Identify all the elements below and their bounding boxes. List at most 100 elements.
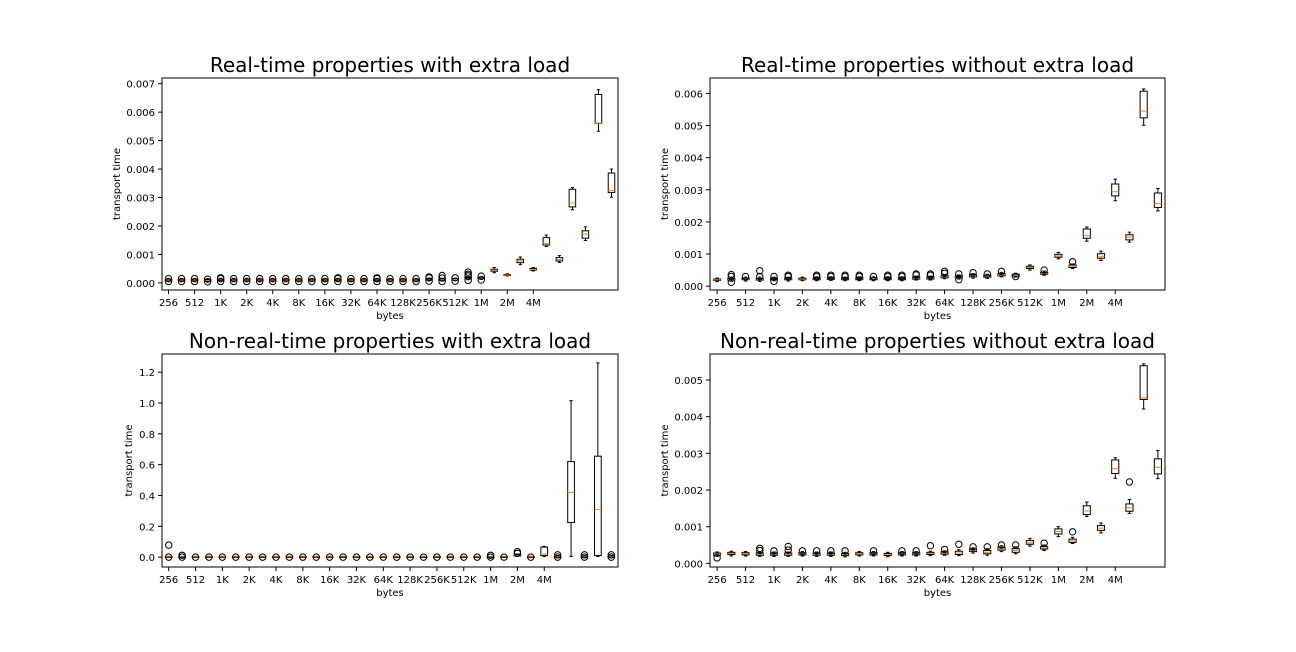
y-tick-label: 0.000 <box>126 279 155 290</box>
box-outlier <box>205 553 213 561</box>
box-item <box>295 274 303 286</box>
box-outlier <box>272 553 280 561</box>
box-outlier <box>784 271 792 279</box>
y-tick-label: 0.002 <box>674 218 703 229</box>
y-axis-label: transport time <box>112 148 123 220</box>
x-tick-label: 64K <box>374 575 394 586</box>
x-tick-label: 2K <box>796 298 809 309</box>
box-outlier <box>412 274 420 283</box>
box-outlier <box>269 274 277 283</box>
box-outlier <box>464 268 472 276</box>
box-item <box>459 553 468 561</box>
box-item <box>869 272 878 282</box>
box-outlier <box>841 271 849 279</box>
box-outlier <box>553 551 562 559</box>
y-tick-label: 0.004 <box>126 165 155 176</box>
box-item <box>1025 537 1034 547</box>
box-item <box>1111 178 1120 202</box>
box-item <box>321 274 329 286</box>
box-item <box>968 543 978 554</box>
box-outlier <box>912 547 920 555</box>
box-outlier <box>366 553 374 561</box>
box-outlier <box>464 270 472 279</box>
box-item <box>339 553 347 561</box>
box-item <box>997 541 1006 553</box>
x-axis-label: bytes <box>376 588 404 599</box>
y-tick-label: 0.004 <box>674 413 703 424</box>
box-item <box>352 553 361 561</box>
box-item <box>203 275 212 286</box>
box-item <box>298 553 307 561</box>
x-tick-label: 1M <box>474 298 489 309</box>
y-tick-label: 1.0 <box>139 399 155 410</box>
x-tick-label: 2M <box>1079 298 1094 309</box>
box-outlier <box>229 277 238 286</box>
x-tick-label: 512K <box>442 298 468 309</box>
x-tick-label: 64K <box>935 298 955 309</box>
x-tick-label: 2M <box>510 575 525 586</box>
box-item <box>784 271 793 282</box>
x-tick-label: 4K <box>266 298 279 309</box>
box-outlier <box>869 547 878 555</box>
subplot-title: Non-real-time properties with extra load <box>189 329 591 353</box>
x-tick-label: 16K <box>878 298 898 309</box>
box-outlier <box>727 270 736 279</box>
box-outlier <box>756 544 764 553</box>
subplot-title: Real-time properties without extra load <box>741 53 1134 77</box>
box-outlier <box>190 277 199 286</box>
box-outlier <box>756 267 764 275</box>
box-outlier <box>373 277 381 286</box>
box-outlier <box>325 553 334 561</box>
box-item <box>940 267 949 280</box>
x-tick-label: 4K <box>824 298 837 309</box>
y-tick-label: 0.006 <box>674 89 703 100</box>
box-item <box>883 271 892 282</box>
box-item <box>727 550 736 557</box>
subplot-4: Non-real-time properties without extra l… <box>660 329 1166 599</box>
box-outlier <box>425 277 433 285</box>
box-outlier <box>713 554 721 562</box>
x-tick-label: 2K <box>243 575 256 586</box>
box-item <box>741 551 750 557</box>
box-item <box>755 544 764 557</box>
box-item <box>526 553 535 561</box>
x-tick-label: 512K <box>1017 298 1043 309</box>
box-item <box>438 271 446 286</box>
box-item <box>841 547 850 558</box>
subplot-1: Real-time properties with extra load 0.00… <box>112 53 619 322</box>
box-outlier <box>178 553 186 561</box>
box-item <box>769 547 779 557</box>
box-item <box>446 553 455 561</box>
box-item <box>312 553 321 561</box>
box-outlier <box>756 546 764 555</box>
box-item <box>713 551 722 562</box>
x-tick-label: 256K <box>424 575 450 586</box>
box-outlier <box>282 277 290 286</box>
box-item <box>191 553 200 561</box>
y-tick-label: 0.0 <box>139 553 155 564</box>
box-item <box>594 362 602 557</box>
box-item <box>926 270 935 281</box>
box-outlier <box>164 274 173 283</box>
y-axis-label: transport time <box>124 425 135 497</box>
box-outlier <box>360 277 368 286</box>
box-item <box>769 272 779 286</box>
box-outlier <box>321 274 329 283</box>
y-axis-label: transport time <box>660 148 671 220</box>
box-outlier <box>425 273 433 281</box>
box-outlier <box>438 271 446 280</box>
x-tick-label: 256 <box>708 298 727 309</box>
y-tick-label: 0.006 <box>126 108 155 119</box>
y-tick-label: 0.005 <box>674 376 703 387</box>
y-tick-label: 0.6 <box>139 461 155 472</box>
box-outlier <box>285 553 294 561</box>
box-outlier <box>295 277 303 286</box>
x-tick-label: 128K <box>397 575 423 586</box>
box-item <box>218 553 227 561</box>
box-iqr <box>1111 459 1120 475</box>
box-item <box>285 553 294 561</box>
x-tick-label: 8K <box>292 298 305 309</box>
box-item <box>741 272 750 282</box>
box-outlier <box>1068 528 1077 536</box>
y-tick-label: 0.001 <box>674 523 703 534</box>
